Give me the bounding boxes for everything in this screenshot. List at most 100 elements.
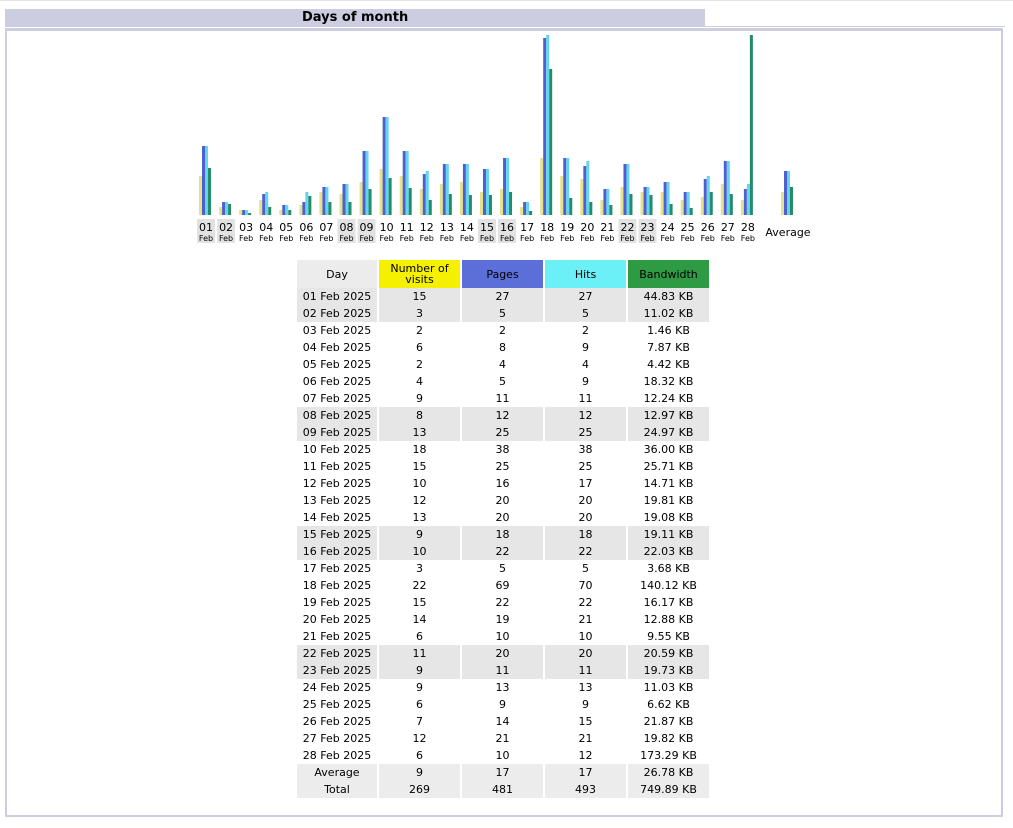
cell-day: 22 Feb 2025 — [297, 645, 377, 662]
bar-bandwidth — [609, 205, 613, 215]
cell-hits: 70 — [578, 579, 593, 592]
cell-day: 13 Feb 2025 — [302, 494, 372, 507]
cell-visits: 15 — [412, 596, 427, 609]
header-hits: Hits — [545, 260, 626, 288]
x-tick-month: Feb — [520, 234, 534, 243]
bar-hits — [265, 192, 269, 215]
bar-hits — [666, 182, 670, 215]
bar-hits — [465, 164, 469, 215]
x-tick-label: 24 — [661, 221, 675, 234]
bar-pages — [603, 189, 607, 215]
bar-bandwidth — [649, 195, 653, 215]
x-tick-month: Feb — [279, 234, 293, 243]
table-row: 10 Feb 2025 18 38 38 36.00 KB — [297, 441, 709, 458]
table-total-row: Total 269 481 493 749.89 KB — [297, 781, 709, 798]
bar-hits — [586, 161, 590, 215]
x-tick-label: 22 — [620, 221, 634, 234]
x-tick-month: Feb — [420, 234, 434, 243]
bar-number-of-visits — [600, 200, 604, 215]
bar-bandwidth — [308, 196, 312, 215]
bar-number-of-visits — [560, 176, 564, 215]
bar-pages — [322, 187, 326, 215]
cell-visits: 9 — [416, 681, 423, 694]
cell-pages: 38 — [495, 443, 510, 456]
x-tick-month: Feb — [199, 234, 213, 243]
bar-average-bandwidth — [790, 187, 793, 215]
total-hits: 493 — [545, 781, 626, 798]
x-tick-month: Feb — [500, 234, 514, 243]
cell-pages: 13 — [495, 681, 510, 694]
cell-bandwidth: 6.62 KB — [647, 698, 690, 711]
cell-visits: 7 — [416, 715, 423, 728]
x-tick-month: Feb — [239, 234, 253, 243]
average-day: Average — [297, 764, 377, 781]
table-row: 09 Feb 2025 13 25 25 24.97 KB — [297, 424, 709, 441]
weekend-label-bg — [638, 219, 657, 243]
bar-bandwidth — [348, 202, 352, 215]
cell-bandwidth: 173.29 KB — [640, 749, 697, 762]
total-pages: 481 — [462, 781, 543, 798]
bar-number-of-visits — [540, 158, 544, 215]
x-tick-label: 03 — [239, 221, 253, 234]
total-visits: 269 — [379, 781, 460, 798]
x-tick-month: Feb — [440, 234, 454, 243]
x-tick-month: Feb — [661, 234, 675, 243]
bar-pages — [503, 158, 507, 215]
weekend-label-bg — [337, 219, 356, 243]
cell-pages: 20 — [462, 645, 543, 662]
table-row: 13 Feb 2025 12 20 20 19.81 KB — [297, 492, 709, 509]
cell-day: 08 Feb 2025 — [297, 407, 377, 424]
x-tick-month: Feb — [580, 234, 594, 243]
table-body: 01 Feb 2025 15 27 27 44.83 KB 02 Feb 2025 3 5 5 1… — [297, 288, 709, 764]
table-average-row: Average 9 17 17 26.78 KB — [297, 764, 709, 781]
cell-visits: 2 — [416, 358, 423, 371]
bar-bandwidth — [629, 194, 633, 215]
table-row: 25 Feb 2025 6 9 9 6.62 KB — [297, 696, 709, 713]
section-frame — [5, 28, 1003, 817]
header-bandwidth: Bandwidth — [628, 260, 709, 288]
bar-bandwidth — [549, 69, 553, 215]
cell-day: 25 Feb 2025 — [302, 698, 372, 711]
cell-pages: 8 — [499, 341, 506, 354]
cell-hits: 38 — [578, 443, 593, 456]
cell-pages: 12 — [462, 407, 543, 424]
bar-hits — [726, 161, 730, 215]
table-row: 14 Feb 2025 13 20 20 19.08 KB — [297, 509, 709, 526]
bar-hits — [425, 171, 429, 215]
table-row: 02 Feb 2025 3 5 5 11.02 KB — [297, 305, 709, 322]
x-tick-label: 20 — [580, 221, 594, 234]
x-tick-month: Feb — [721, 234, 735, 243]
cell-bandwidth: 19.73 KB — [628, 662, 709, 679]
cell-pages: 11 — [462, 662, 543, 679]
cell-day: 02 Feb 2025 — [297, 305, 377, 322]
x-tick-label: 05 — [279, 221, 293, 234]
x-tick-label: 17 — [520, 221, 534, 234]
cell-bandwidth: 4.42 KB — [647, 358, 690, 371]
bar-average-number-of-visits — [781, 192, 784, 215]
table-row: 16 Feb 2025 10 22 22 22.03 KB — [297, 543, 709, 560]
cell-pages: 18 — [462, 526, 543, 543]
cell-day: 21 Feb 2025 — [302, 630, 372, 643]
bar-pages — [663, 182, 667, 215]
cell-hits: 21 — [578, 732, 593, 745]
cell-visits: 9 — [379, 662, 460, 679]
bar-number-of-visits — [720, 184, 724, 215]
x-tick-label: 07 — [319, 221, 333, 234]
table-row: 21 Feb 2025 6 10 10 9.55 KB — [297, 628, 709, 645]
cell-visits: 13 — [412, 511, 427, 524]
bar-hits — [405, 151, 409, 215]
cell-visits: 12 — [412, 494, 427, 507]
x-tick-month: Feb — [219, 234, 233, 243]
cell-day: 14 Feb 2025 — [302, 511, 372, 524]
table-row: 15 Feb 2025 9 18 18 19.11 KB — [297, 526, 709, 543]
weekend-label-bg — [217, 219, 236, 243]
table-row: 28 Feb 2025 6 10 12 173.29 KB — [297, 747, 709, 764]
table-row: 03 Feb 2025 2 2 2 1.46 KB — [297, 322, 709, 339]
x-tick-month: Feb — [640, 234, 654, 243]
table-row: 24 Feb 2025 9 13 13 11.03 KB — [297, 679, 709, 696]
cell-bandwidth: 11.03 KB — [643, 681, 694, 694]
bar-number-of-visits — [620, 187, 624, 215]
bar-number-of-visits — [419, 189, 423, 215]
bar-hits — [746, 184, 750, 215]
bar-bandwidth — [248, 213, 252, 215]
